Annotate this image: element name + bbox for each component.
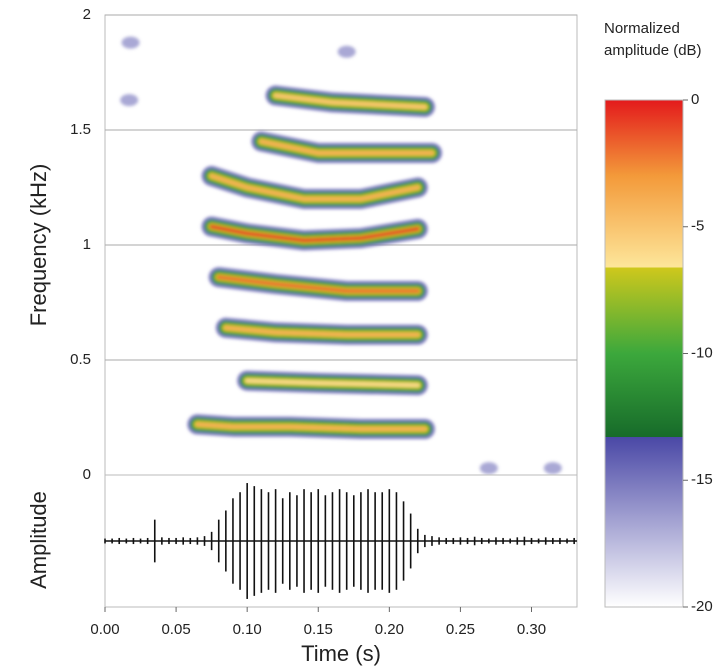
colorbar-tick-label: -15 [691,471,713,488]
x-tick-label: 0.20 [375,621,404,638]
y-tick-label: 1 [83,236,91,253]
y-tick-label: 0 [83,466,91,483]
spot [337,45,356,58]
x-tick-label: 0.00 [90,621,119,638]
y-axis-label: Amplitude [26,491,51,589]
colorbar-title: Normalized amplitude (dB) [604,20,702,59]
harmonic [209,224,420,243]
y-axis-label: Frequency (kHz) [26,164,51,327]
x-tick-label: 0.10 [233,621,262,638]
harmonic [259,139,434,155]
colorbar-tick-label: 0 [691,91,699,108]
harmonic [245,378,420,388]
colorbar-tick-label: -5 [691,218,704,235]
y-tick-label: 2 [83,6,91,23]
spot [121,36,140,49]
spectrogram [120,36,562,475]
spot [120,94,139,107]
harmonic [216,275,420,293]
y-tick-label: 0.5 [70,351,91,368]
x-axis-label: Time (s) [301,641,381,666]
harmonic [195,422,427,431]
x-tick-label: 0.25 [446,621,475,638]
x-tick-label: 0.15 [304,621,333,638]
harmonic [209,174,420,201]
spot [479,462,498,475]
colorbar-tick-label: -10 [691,344,713,361]
harmonic [223,325,420,337]
colorbar [604,99,684,608]
x-tick-label: 0.30 [517,621,546,638]
spot [543,462,562,475]
colorbar-tick-label: -20 [691,598,713,615]
harmonic [273,93,427,109]
y-tick-label: 1.5 [70,121,91,138]
x-tick-label: 0.05 [161,621,190,638]
